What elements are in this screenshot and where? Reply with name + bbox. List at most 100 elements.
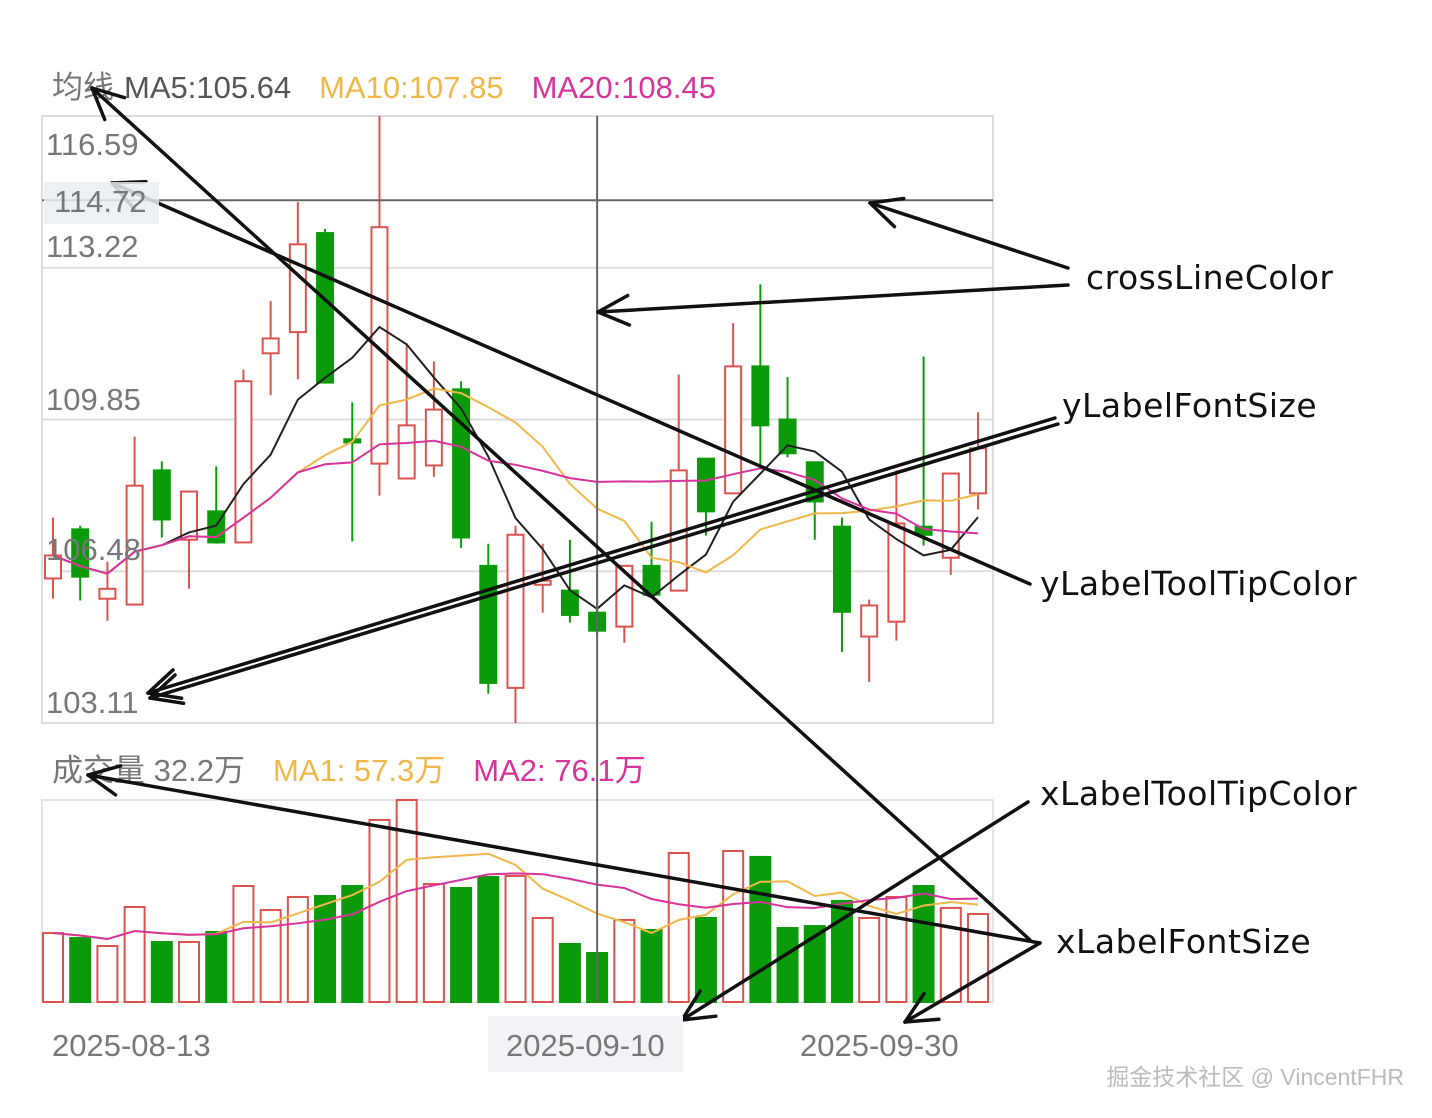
volume-bar bbox=[830, 899, 853, 1003]
volume-bar bbox=[123, 906, 146, 1004]
candle-up bbox=[506, 533, 525, 689]
x-tick-label: 2025-09-30 bbox=[800, 1028, 959, 1063]
vol-ma2-legend: MA2: 76.1万 bbox=[473, 753, 646, 788]
volume-legend: 成交量 32.2万 MA1: 57.3万 MA2: 76.1万 bbox=[52, 745, 674, 790]
arrowhead-icon bbox=[146, 668, 175, 695]
price-legend: 均线 MA5:105.64 MA10:107.85 MA20:108.45 bbox=[52, 62, 744, 107]
arrowhead-icon bbox=[903, 992, 926, 1024]
volume-bar bbox=[341, 885, 364, 1004]
arrowhead-icon bbox=[90, 86, 127, 100]
candle-down bbox=[316, 232, 335, 384]
volume-bar bbox=[912, 885, 935, 1004]
annotation-arrow bbox=[868, 201, 1070, 270]
annotation-arrow bbox=[146, 416, 1057, 695]
volume-bar bbox=[232, 885, 255, 1004]
y-tick-label: 109.85 bbox=[46, 382, 141, 417]
candle-up bbox=[860, 604, 879, 638]
candle-down bbox=[452, 388, 471, 539]
candle-up bbox=[234, 380, 253, 544]
arrowhead-icon bbox=[868, 196, 906, 205]
arrowhead-icon bbox=[148, 696, 186, 706]
candle-up bbox=[180, 490, 199, 541]
candle-up bbox=[397, 424, 416, 480]
volume-bar bbox=[96, 944, 119, 1004]
arrowhead-icon bbox=[868, 201, 897, 229]
volume-bar bbox=[314, 895, 337, 1003]
arrowhead-icon bbox=[596, 293, 630, 314]
volume-bar bbox=[259, 909, 282, 1003]
arrowhead-icon bbox=[90, 86, 107, 122]
candle-down bbox=[152, 469, 171, 521]
ma5-legend: MA5:105.64 bbox=[124, 70, 292, 105]
volume-bar bbox=[749, 855, 772, 1003]
volume-bar bbox=[395, 799, 418, 1003]
arrowhead-icon bbox=[903, 1017, 941, 1024]
candle-up bbox=[724, 365, 743, 495]
volume-bar bbox=[776, 927, 799, 1003]
volume-bar bbox=[939, 906, 962, 1003]
volume-bar bbox=[967, 913, 989, 1004]
vol-ma1-legend: MA1: 57.3万 bbox=[272, 753, 446, 788]
arrowhead-icon bbox=[148, 673, 177, 700]
volume-bar bbox=[803, 925, 826, 1004]
y-tick-label: 106.48 bbox=[46, 532, 141, 567]
candle-up bbox=[125, 484, 144, 606]
volume-legend-label: 成交量 32.2万 bbox=[52, 753, 245, 788]
x-crosshair-tooltip: 2025-09-10 bbox=[488, 1016, 683, 1072]
volume-bar bbox=[150, 941, 173, 1003]
annotation-arrow bbox=[903, 941, 1042, 1024]
annotation-y-label-tooltip-color: yLabelToolTipColor bbox=[1040, 564, 1358, 603]
candle-up bbox=[941, 472, 960, 559]
volume-bar bbox=[42, 932, 64, 1004]
candle-down bbox=[751, 365, 770, 427]
volume-bar bbox=[422, 883, 445, 1003]
arrowhead-icon bbox=[680, 1014, 718, 1022]
ma10-legend: MA10:107.85 bbox=[319, 70, 504, 105]
annotation-x-label-font-size: xLabelFontSize bbox=[1056, 922, 1312, 961]
volume-bar bbox=[613, 918, 636, 1004]
volume-bar bbox=[178, 941, 201, 1003]
candle-up bbox=[615, 564, 634, 628]
ma5-line bbox=[52, 325, 979, 611]
annotation-cross-line-color: crossLineColor bbox=[1086, 258, 1334, 297]
volume-bar bbox=[205, 930, 228, 1004]
annotation-arrow bbox=[148, 422, 1060, 700]
candle-down bbox=[832, 525, 851, 613]
volume-bar bbox=[558, 943, 581, 1003]
volume-bar bbox=[640, 928, 663, 1003]
arrowhead-icon bbox=[680, 989, 702, 1022]
ma20-legend: MA20:108.45 bbox=[531, 70, 717, 105]
annotation-x-label-tooltip-color: xLabelToolTipColor bbox=[1040, 774, 1358, 813]
volume-bar bbox=[504, 874, 527, 1003]
candle-down bbox=[778, 418, 797, 455]
volume-bar bbox=[450, 886, 473, 1003]
annotation-arrow bbox=[110, 181, 1032, 586]
arrowhead-icon bbox=[86, 773, 118, 797]
volume-bar bbox=[722, 849, 745, 1004]
volume-bar bbox=[531, 916, 554, 1004]
ma20-line bbox=[52, 439, 979, 575]
candle-up bbox=[98, 587, 117, 600]
candle-up bbox=[288, 243, 307, 334]
volume-bar bbox=[694, 916, 717, 1004]
x-tick-label: 2025-08-13 bbox=[52, 1028, 211, 1063]
volume-bar bbox=[858, 916, 881, 1004]
y-tick-label: 116.59 bbox=[46, 127, 139, 162]
volume-bar bbox=[69, 937, 92, 1004]
arrowhead-icon bbox=[86, 764, 123, 777]
volume-bar bbox=[477, 876, 500, 1003]
candle-up bbox=[424, 408, 443, 467]
volume-bar bbox=[667, 851, 690, 1004]
candle-up bbox=[887, 522, 906, 623]
candle-down bbox=[696, 457, 715, 513]
annotation-arrow bbox=[90, 86, 1032, 942]
annotation-arrow bbox=[86, 773, 1042, 945]
volume-bar bbox=[368, 818, 391, 1003]
annotation-arrow bbox=[596, 283, 1070, 314]
annotation-y-label-font-size: yLabelFontSize bbox=[1062, 386, 1318, 425]
candle-up bbox=[261, 337, 280, 355]
watermark: 掘金技术社区 @ VincentFHR bbox=[1106, 1064, 1404, 1090]
candle-down bbox=[479, 564, 498, 684]
y-tick-label: 103.11 bbox=[46, 685, 139, 720]
